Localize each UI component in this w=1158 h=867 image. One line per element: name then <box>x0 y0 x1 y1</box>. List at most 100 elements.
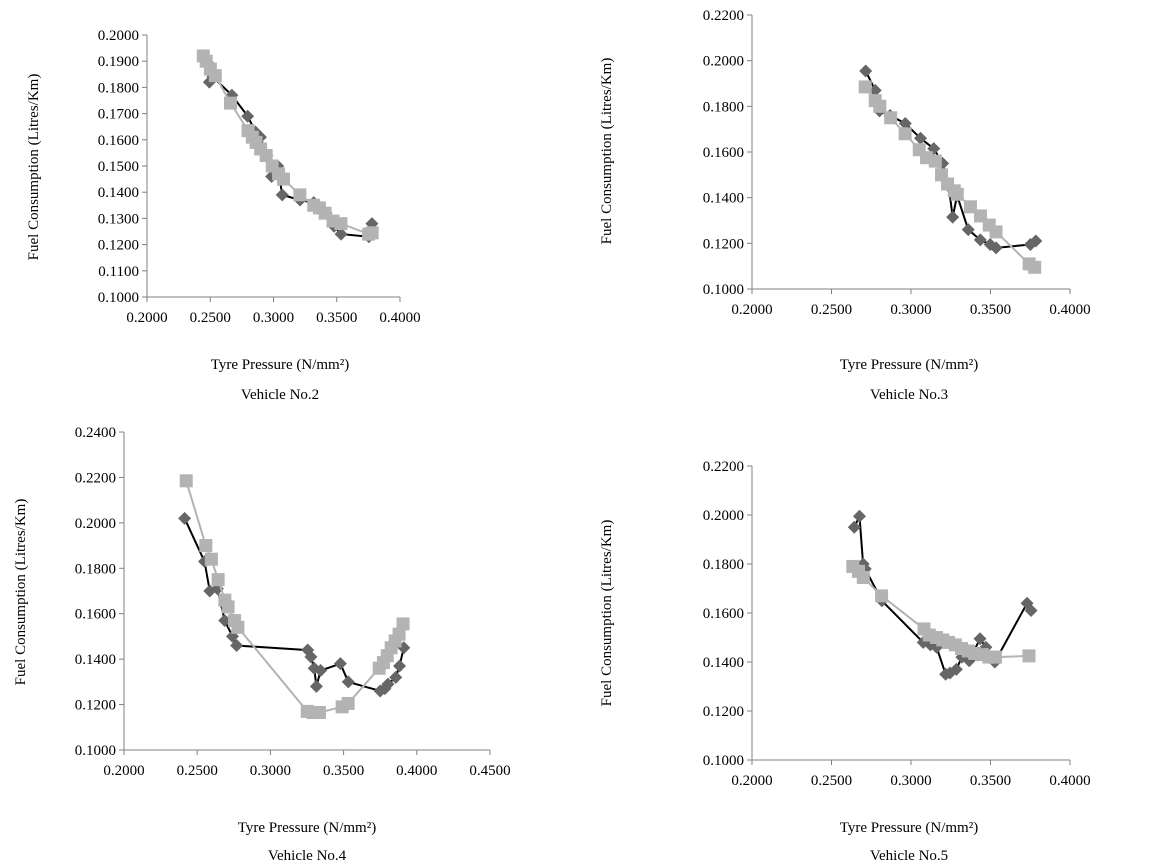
y-tick-label: 0.1400 <box>703 191 744 207</box>
data-point-square <box>204 552 218 566</box>
data-point-diamond <box>393 659 407 673</box>
y-tick-label: 0.1800 <box>703 557 744 573</box>
data-point-square <box>396 617 410 631</box>
data-point-square <box>950 187 964 201</box>
y-tick-label: 0.1400 <box>75 652 116 668</box>
data-point-square <box>312 706 326 720</box>
data-point-diamond <box>389 670 403 684</box>
y-axis-label: Fuel Consumption (Litres/Km) <box>26 74 42 261</box>
x-tick-label: 0.2500 <box>190 310 231 326</box>
data-point-diamond <box>334 227 348 241</box>
x-tick-label: 0.4000 <box>396 763 437 779</box>
x-tick-label: 0.2500 <box>811 302 852 318</box>
data-point-diamond <box>1029 234 1043 248</box>
x-tick-label: 0.2500 <box>811 773 852 789</box>
data-point-diamond <box>898 116 912 130</box>
y-tick-label: 0.1600 <box>703 606 744 622</box>
chart-caption: Vehicle No.5 <box>870 848 948 864</box>
data-point-diamond <box>852 509 866 523</box>
data-point-square <box>928 154 942 168</box>
chart-caption: Vehicle No.3 <box>870 387 948 403</box>
x-axis-label: Tyre Pressure (N/mm²) <box>238 820 376 836</box>
x-axis-label: Tyre Pressure (N/mm²) <box>211 357 349 373</box>
y-tick-label: 0.1500 <box>98 159 139 175</box>
data-point-square <box>963 200 977 214</box>
x-tick-label: 0.4500 <box>469 763 510 779</box>
x-tick-label: 0.3000 <box>890 302 931 318</box>
y-tick-label: 0.1400 <box>703 655 744 671</box>
data-point-diamond <box>847 520 861 534</box>
y-tick-label: 0.2200 <box>75 470 116 486</box>
data-point-square <box>875 589 889 603</box>
data-point-square <box>856 570 870 584</box>
data-point-diamond <box>275 188 289 202</box>
y-tick-label: 0.1800 <box>75 561 116 577</box>
y-tick-label: 0.1000 <box>75 743 116 759</box>
data-point-square <box>179 474 193 488</box>
y-tick-label: 0.2000 <box>75 516 116 532</box>
x-tick-label: 0.2000 <box>731 302 772 318</box>
chart-vehicle-4: Tyre Pressure (N/mm²) Vehicle No.4 Fuel … <box>13 425 511 864</box>
y-tick-label: 0.1900 <box>98 54 139 70</box>
chart-vehicle-3: Tyre Pressure (N/mm²) Vehicle No.3 Fuel … <box>599 8 1091 403</box>
data-point-diamond <box>961 223 975 237</box>
data-point-square <box>858 80 872 94</box>
y-tick-label: 0.1400 <box>98 185 139 201</box>
x-tick-label: 0.3500 <box>323 763 364 779</box>
x-tick-label: 0.2000 <box>126 310 167 326</box>
data-point-square <box>989 225 1003 239</box>
data-point-square <box>276 172 290 186</box>
data-point-square <box>898 127 912 141</box>
y-tick-label: 0.1800 <box>703 99 744 115</box>
data-point-square <box>211 573 225 587</box>
y-axis-label: Fuel Consumption (Litres/Km) <box>599 520 615 707</box>
data-point-square <box>873 99 887 113</box>
data-point-square <box>221 600 235 614</box>
x-axis-label: Tyre Pressure (N/mm²) <box>840 357 978 373</box>
y-tick-label: 0.1200 <box>98 238 139 254</box>
data-point-diamond <box>1024 604 1038 618</box>
data-point-diamond <box>309 679 323 693</box>
data-point-diamond <box>230 639 244 653</box>
x-tick-label: 0.4000 <box>1049 773 1090 789</box>
x-tick-label: 0.3500 <box>316 310 357 326</box>
chart-vehicle-2: Tyre Pressure (N/mm²) Vehicle No.2 Fuel … <box>26 28 421 403</box>
data-point-diamond <box>304 650 318 664</box>
y-tick-label: 0.1700 <box>98 107 139 123</box>
series-line-diamond <box>202 55 373 238</box>
data-point-diamond <box>381 677 395 691</box>
y-tick-label: 0.1200 <box>75 698 116 714</box>
x-tick-label: 0.3500 <box>970 302 1011 318</box>
series-line-square <box>202 55 373 236</box>
y-axis-label: Fuel Consumption (Litres/Km) <box>599 58 615 245</box>
y-tick-label: 0.1200 <box>703 236 744 252</box>
y-tick-label: 0.1100 <box>98 264 139 280</box>
chart-caption: Vehicle No.4 <box>268 848 347 864</box>
x-tick-label: 0.3500 <box>970 773 1011 789</box>
y-tick-label: 0.1000 <box>703 282 744 298</box>
data-point-diamond <box>973 233 987 247</box>
data-point-diamond <box>868 83 882 97</box>
y-tick-label: 0.2200 <box>703 459 744 475</box>
x-tick-label: 0.3000 <box>253 310 294 326</box>
series-line-diamond <box>183 517 405 692</box>
data-point-diamond <box>218 614 232 628</box>
data-point-square <box>365 226 379 240</box>
y-tick-label: 0.2400 <box>75 425 116 441</box>
x-tick-label: 0.2000 <box>731 773 772 789</box>
data-point-diamond <box>989 241 1003 255</box>
y-tick-label: 0.2000 <box>703 508 744 524</box>
y-tick-label: 0.2000 <box>98 28 139 44</box>
data-point-diamond <box>341 675 355 689</box>
data-point-diamond <box>914 131 928 145</box>
data-point-diamond <box>314 664 328 677</box>
data-point-square <box>1022 649 1036 663</box>
x-tick-label: 0.3000 <box>250 763 291 779</box>
data-point-square <box>208 69 222 83</box>
y-tick-label: 0.1600 <box>98 133 139 149</box>
data-point-diamond <box>859 64 873 78</box>
data-point-diamond <box>946 210 960 224</box>
data-point-square <box>223 96 237 110</box>
data-point-diamond <box>949 662 963 676</box>
